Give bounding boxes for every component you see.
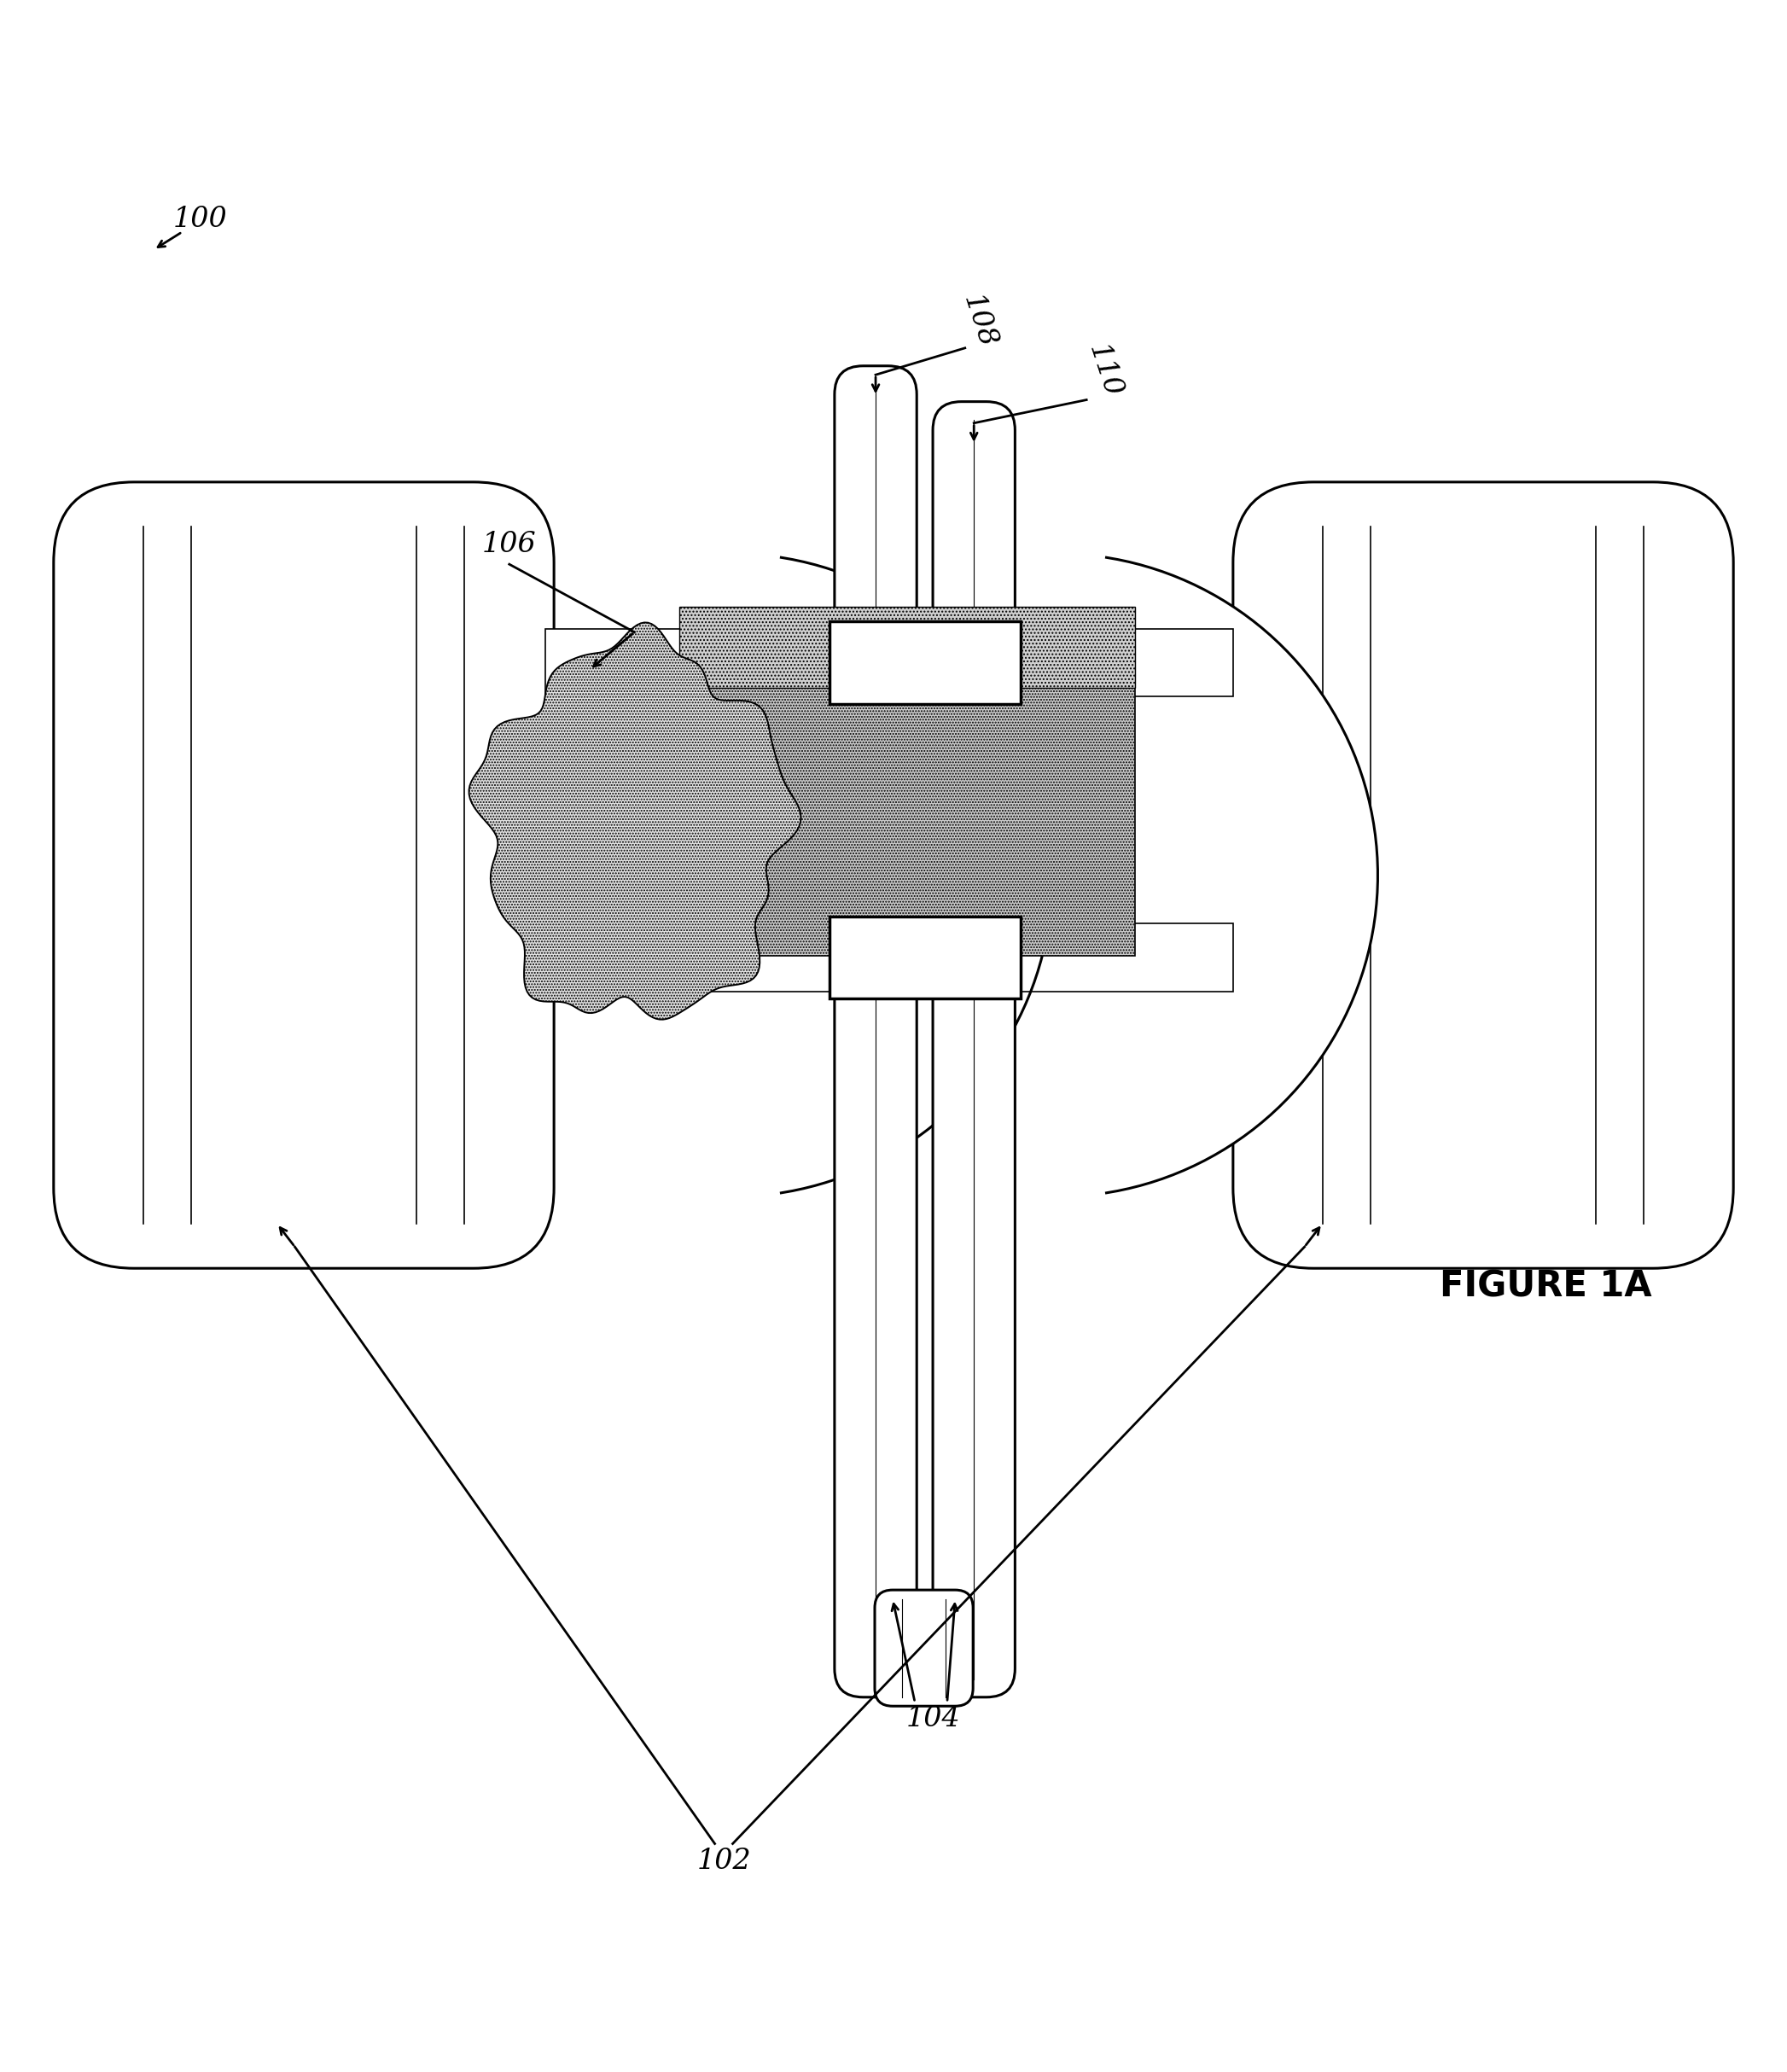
Bar bbox=[545, 628, 835, 696]
FancyBboxPatch shape bbox=[933, 402, 1015, 1697]
Bar bbox=[1015, 924, 1233, 990]
Text: 104: 104 bbox=[906, 1705, 960, 1732]
Bar bbox=[1015, 628, 1233, 696]
FancyBboxPatch shape bbox=[835, 367, 917, 1697]
Bar bbox=[545, 924, 835, 990]
Text: 102: 102 bbox=[697, 1848, 751, 1875]
FancyBboxPatch shape bbox=[874, 1589, 972, 1705]
Text: 108: 108 bbox=[958, 292, 1001, 352]
Bar bbox=[829, 622, 1020, 704]
Bar bbox=[829, 916, 1020, 999]
Text: 110: 110 bbox=[1083, 342, 1126, 402]
Bar bbox=[679, 688, 1135, 955]
Text: 106: 106 bbox=[482, 530, 536, 557]
FancyBboxPatch shape bbox=[1233, 483, 1733, 1268]
Bar bbox=[679, 607, 1135, 688]
Polygon shape bbox=[558, 464, 1053, 1287]
Polygon shape bbox=[1106, 464, 1378, 1287]
Polygon shape bbox=[468, 622, 801, 1019]
Text: 100: 100 bbox=[173, 205, 227, 232]
Text: FIGURE 1A: FIGURE 1A bbox=[1440, 1268, 1651, 1303]
FancyBboxPatch shape bbox=[54, 483, 554, 1268]
